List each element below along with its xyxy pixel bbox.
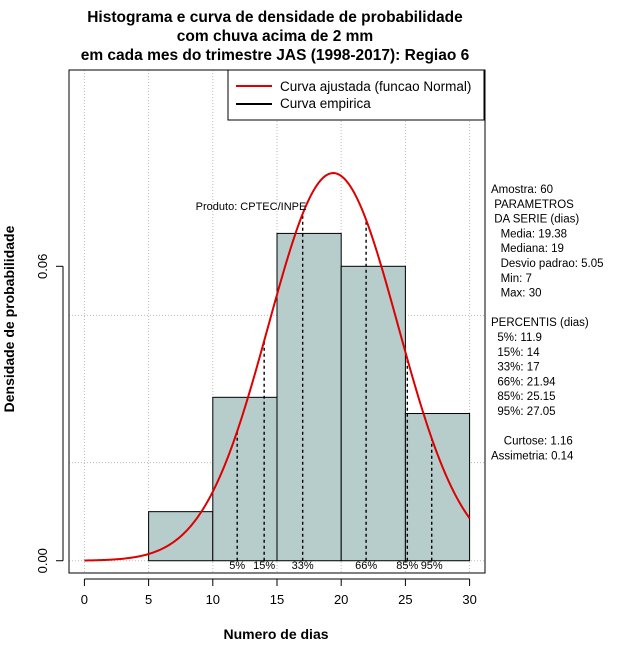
- stat-line: 95%: 27.05: [491, 406, 556, 418]
- legend: Curva ajustada (funcao Normal) Curva emp…: [227, 69, 485, 121]
- x-tick-label: 10: [206, 592, 220, 607]
- product-annotation: Produto: CPTEC/INPE: [196, 201, 307, 213]
- x-axis-title: Numero de dias: [223, 626, 328, 642]
- normal-curve-layer: [84, 172, 471, 562]
- x-tick-label: 25: [398, 592, 412, 607]
- stat-line: Assimetria: 0.14: [491, 450, 574, 462]
- histogram-bar: [404, 413, 471, 562]
- stat-line: Media: 19.38: [491, 228, 567, 240]
- percentile-label: 66%: [355, 560, 377, 572]
- x-tick-label: 15: [270, 592, 284, 607]
- stat-line: Mediana: 19: [491, 243, 564, 255]
- y-axis-title: Densidade de probabilidade: [1, 225, 17, 412]
- stat-line: 33%: 17: [491, 362, 540, 374]
- stat-line: Max: 30: [491, 288, 542, 300]
- normal-curve: [84, 172, 471, 562]
- statistics-panel: Amostra: 60 PARAMETROS DA SERIE (dias) M…: [491, 184, 604, 462]
- legend-label-empirical: Curva empirica: [280, 96, 371, 111]
- x-tick-label: 5: [145, 592, 152, 607]
- y-tick-label: 0.06: [35, 254, 50, 279]
- legend-label-fit: Curva ajustada (funcao Normal): [280, 79, 471, 94]
- stat-line: Curtose: 1.16: [491, 436, 573, 448]
- title-line-1: Histograma e curva de densidade de proba…: [87, 9, 463, 26]
- percentile-label: 85%: [396, 560, 418, 572]
- x-axis: 0 5 10 15 20 25 30: [81, 578, 477, 607]
- stat-line: Min: 7: [491, 273, 532, 285]
- stat-line: PARAMETROS: [491, 199, 574, 211]
- histogram-bar: [276, 232, 342, 562]
- histogram-bar: [340, 265, 406, 562]
- percentile-label: 95%: [421, 560, 443, 572]
- y-tick-label: 0.00: [35, 548, 50, 573]
- stat-line: 66%: 21.94: [491, 376, 556, 388]
- stat-line: 85%: 25.15: [491, 391, 556, 403]
- percentile-lines: 5% 15% 33% 66% 85% 95%: [229, 213, 443, 572]
- percentile-label: 15%: [253, 560, 275, 572]
- legend-box: [227, 69, 485, 121]
- percentile-label: 5%: [229, 560, 245, 572]
- stat-line: PERCENTIS (dias): [491, 317, 589, 329]
- x-tick-label: 0: [81, 592, 88, 607]
- histogram-bars: [148, 232, 471, 562]
- chart-title: Histograma e curva de densidade de proba…: [81, 9, 470, 64]
- x-tick-label: 30: [462, 592, 476, 607]
- x-tick-label: 20: [334, 592, 348, 607]
- stat-line: Amostra: 60: [491, 184, 553, 196]
- stat-line: DA SERIE (dias): [491, 214, 579, 226]
- percentile-label: 33%: [292, 560, 314, 572]
- title-line-2: com chuva acima de 2 mm: [177, 28, 373, 45]
- stat-line: Desvio padrao: 5.05: [491, 258, 604, 270]
- histogram-bar: [212, 396, 278, 562]
- y-axis: 0.00 0.06: [35, 254, 64, 573]
- stat-line: 15%: 14: [491, 347, 540, 359]
- title-line-3: em cada mes do trimestre JAS (1998-2017)…: [81, 47, 470, 64]
- stat-line: 5%: 11.9: [491, 332, 542, 344]
